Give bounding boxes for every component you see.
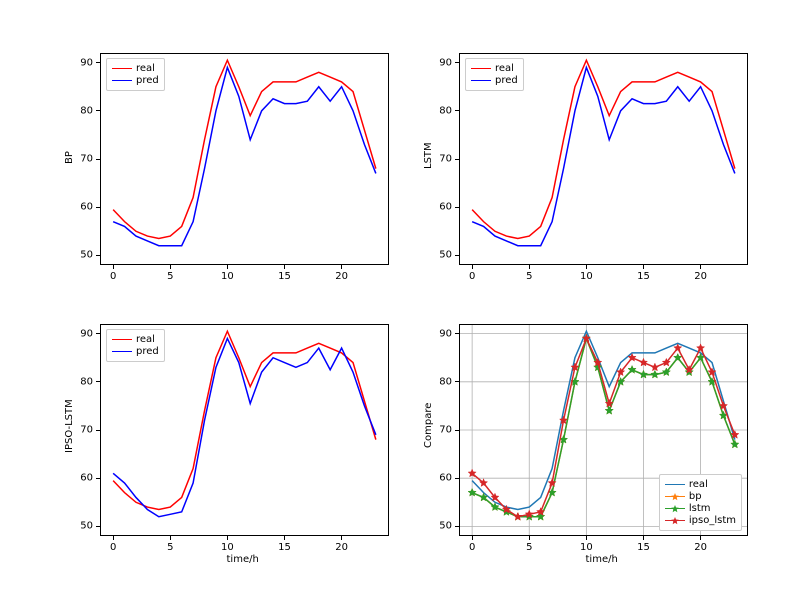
xlabel: time/h [227,554,259,565]
legend-entry: ipso_lstm [665,515,736,526]
ytick-label: 50 [63,521,93,532]
ytick-label: 80 [63,105,93,116]
xtick-label: 0 [469,542,475,553]
series-line-pred_ipso [113,338,376,516]
ytick-label: 60 [63,202,93,213]
xtick-label: 15 [637,542,650,553]
xtick-label: 0 [110,271,116,282]
legend-entry: real [112,334,159,345]
subplot-lstm: 506070809005101520LSTMrealpred [459,53,748,265]
legend-entry: lstm [665,503,736,514]
subplot-bp: 506070809005101520BPrealpred [100,53,389,265]
xlabel: time/h [586,554,618,565]
legend-label: real [136,334,155,345]
ylabel: Compare [423,403,434,448]
xtick-label: 20 [694,271,707,282]
xtick-label: 20 [335,271,348,282]
legend-label: lstm [689,503,711,514]
xtick-label: 20 [694,542,707,553]
series-line-pred_bp [113,67,376,245]
ytick-label: 60 [422,473,452,484]
subplot-compare: 506070809005101520Comparetime/hrealbplst… [459,324,748,536]
legend-label: real [136,63,155,74]
ytick-label: 60 [63,473,93,484]
ylabel: IPSO-LSTM [64,400,75,454]
ytick-label: 50 [422,250,452,261]
ylabel: BP [64,151,75,164]
xtick-label: 5 [526,271,532,282]
legend-label: pred [136,346,159,357]
legend-entry: real [665,479,736,490]
xtick-label: 10 [580,542,593,553]
ytick-label: 60 [422,202,452,213]
xtick-label: 15 [278,271,291,282]
legend-label: bp [689,491,702,502]
ytick-label: 90 [422,328,452,339]
ytick-label: 50 [422,521,452,532]
xtick-label: 10 [221,271,234,282]
legend-entry: real [112,63,159,74]
ylabel: LSTM [423,143,434,170]
legend-entry: pred [112,75,159,86]
xtick-label: 10 [221,542,234,553]
legend-label: real [495,63,514,74]
xtick-label: 5 [526,542,532,553]
legend: realpred [106,329,165,362]
legend-entry: pred [471,75,518,86]
ytick-label: 80 [63,376,93,387]
ytick-label: 80 [422,376,452,387]
xtick-label: 10 [580,271,593,282]
subplot-ipso: 506070809005101520IPSO-LSTMtime/hrealpre… [100,324,389,536]
legend-label: real [689,479,708,490]
ytick-label: 90 [422,57,452,68]
legend-label: ipso_lstm [689,515,736,526]
legend-label: pred [495,75,518,86]
series-line-pred_lstm [472,67,735,245]
legend-entry: bp [665,491,736,502]
legend: realpred [106,58,165,91]
xtick-label: 5 [167,542,173,553]
legend-entry: pred [112,346,159,357]
xtick-label: 20 [335,542,348,553]
ytick-label: 50 [63,250,93,261]
xtick-label: 15 [637,271,650,282]
xtick-label: 0 [110,542,116,553]
figure: 506070809005101520BPrealpred 506070809005… [0,0,798,604]
legend-label: pred [136,75,159,86]
ytick-label: 90 [63,57,93,68]
legend: realpred [465,58,524,91]
ytick-label: 90 [63,328,93,339]
xtick-label: 15 [278,542,291,553]
legend: realbplstmipso_lstm [659,474,742,531]
xtick-label: 5 [167,271,173,282]
legend-entry: real [471,63,518,74]
ytick-label: 80 [422,105,452,116]
xtick-label: 0 [469,271,475,282]
